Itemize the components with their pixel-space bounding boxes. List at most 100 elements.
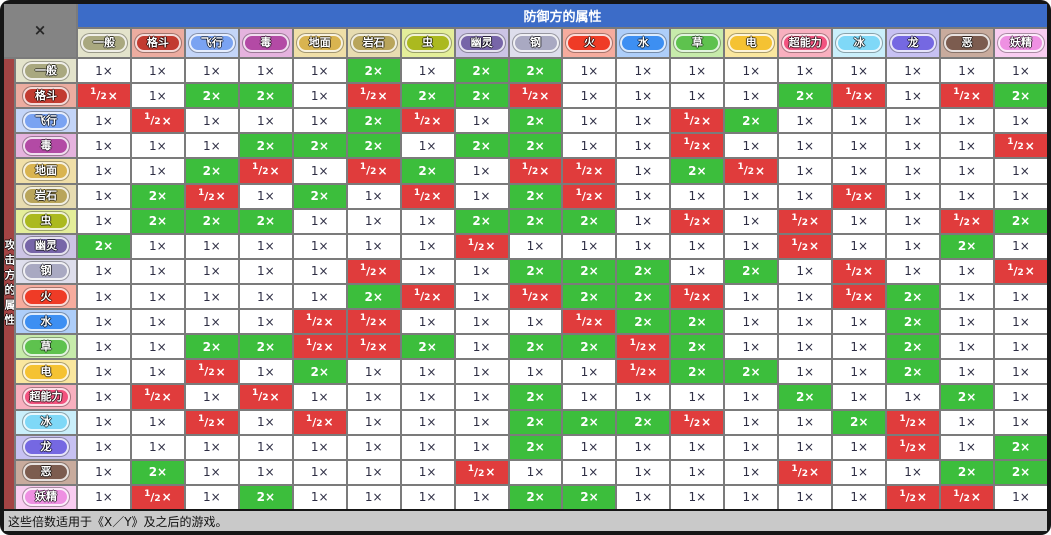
row-header-ground[interactable]: 地面 bbox=[16, 159, 76, 183]
cell-fire-vs-steel: 1/2 × bbox=[509, 284, 562, 309]
cell-ice-vs-fire: 2× bbox=[563, 410, 616, 434]
cell-ground-vs-flying: 2× bbox=[185, 159, 238, 183]
cell-rock-vs-electric: 1× bbox=[725, 184, 778, 208]
cell-poison-vs-flying: 1× bbox=[185, 134, 238, 158]
cell-normal-vs-rock: 2× bbox=[347, 59, 400, 83]
row-header-water[interactable]: 水 bbox=[16, 310, 76, 334]
cell-flying-vs-rock: 2× bbox=[347, 109, 400, 133]
cell-normal-vs-electric: 1× bbox=[725, 59, 778, 83]
cell-rock-vs-poison: 1× bbox=[239, 184, 292, 208]
cell-water-vs-rock: 1/2 × bbox=[347, 310, 400, 334]
cell-poison-vs-ice: 1× bbox=[833, 134, 886, 158]
row-header-poison[interactable]: 毒 bbox=[16, 134, 76, 158]
cell-dragon-vs-ground: 1× bbox=[293, 435, 346, 459]
cell-poison-vs-bug: 1× bbox=[401, 134, 454, 158]
cell-ground-vs-dragon: 1× bbox=[887, 159, 940, 183]
col-header-ice[interactable]: 冰 bbox=[833, 29, 886, 57]
col-header-ground[interactable]: 地面 bbox=[293, 29, 346, 57]
cell-ground-vs-fire: 1/2 × bbox=[563, 159, 616, 183]
cell-ice-vs-ghost: 1× bbox=[455, 410, 508, 434]
cell-grass-vs-steel: 2× bbox=[509, 335, 562, 359]
cell-psychic-vs-ground: 1× bbox=[293, 385, 346, 409]
cell-fighting-vs-psychic: 2× bbox=[779, 84, 832, 108]
cell-fire-vs-dragon: 2× bbox=[887, 284, 940, 309]
cell-fighting-vs-ice: 1/2 × bbox=[833, 84, 886, 108]
close-button[interactable]: × bbox=[4, 4, 76, 57]
col-header-psychic[interactable]: 超能力 bbox=[779, 29, 832, 57]
cell-ghost-vs-fighting: 1× bbox=[131, 234, 184, 258]
row-header-normal-label: 一般 bbox=[23, 61, 69, 80]
row-header-psychic[interactable]: 超能力 bbox=[16, 385, 76, 409]
col-header-dark-label: 恶 bbox=[944, 34, 991, 52]
cell-grass-vs-fairy: 1× bbox=[995, 335, 1047, 359]
cell-normal-vs-ice: 1× bbox=[833, 59, 886, 83]
row-header-fire[interactable]: 火 bbox=[16, 284, 76, 309]
cell-bug-vs-ghost: 2× bbox=[455, 209, 508, 233]
col-header-poison[interactable]: 毒 bbox=[239, 29, 292, 57]
row-header-rock[interactable]: 岩石 bbox=[16, 184, 76, 208]
cell-electric-vs-ground: 2× bbox=[293, 360, 346, 384]
cell-fairy-vs-fire: 2× bbox=[563, 485, 616, 509]
cell-ice-vs-psychic: 1× bbox=[779, 410, 832, 434]
cell-steel-vs-psychic: 1× bbox=[779, 259, 832, 283]
row-header-dark[interactable]: 恶 bbox=[16, 460, 76, 484]
cell-poison-vs-rock: 2× bbox=[347, 134, 400, 158]
cell-electric-vs-dark: 1× bbox=[941, 360, 994, 384]
row-header-steel-label: 钢 bbox=[23, 262, 69, 281]
col-header-water[interactable]: 水 bbox=[617, 29, 670, 57]
cell-fighting-vs-water: 1× bbox=[617, 84, 670, 108]
cell-steel-vs-fire: 2× bbox=[563, 259, 616, 283]
row-header-electric[interactable]: 电 bbox=[16, 360, 76, 384]
row-header-bug[interactable]: 虫 bbox=[16, 209, 76, 233]
cell-fighting-vs-grass: 1× bbox=[671, 84, 724, 108]
row-header-ghost[interactable]: 幽灵 bbox=[16, 234, 76, 258]
cell-fairy-vs-flying: 1× bbox=[185, 485, 238, 509]
cell-normal-vs-steel: 2× bbox=[509, 59, 562, 83]
row-header-flying-label: 飞行 bbox=[23, 111, 69, 130]
cell-electric-vs-fighting: 1× bbox=[131, 360, 184, 384]
row-header-flying[interactable]: 飞行 bbox=[16, 109, 76, 133]
row-header-fairy[interactable]: 妖精 bbox=[16, 485, 76, 509]
col-header-ghost[interactable]: 幽灵 bbox=[455, 29, 508, 57]
cell-dark-vs-fairy: 2× bbox=[995, 460, 1047, 484]
cell-dragon-vs-dark: 1× bbox=[941, 435, 994, 459]
row-header-normal[interactable]: 一般 bbox=[16, 59, 76, 83]
col-header-flying[interactable]: 飞行 bbox=[185, 29, 238, 57]
cell-water-vs-ice: 1× bbox=[833, 310, 886, 334]
col-header-dark[interactable]: 恶 bbox=[941, 29, 994, 57]
cell-psychic-vs-grass: 1× bbox=[671, 385, 724, 409]
row-header-fighting[interactable]: 格斗 bbox=[16, 84, 76, 108]
col-header-fighting[interactable]: 格斗 bbox=[131, 29, 184, 57]
col-header-rock[interactable]: 岩石 bbox=[347, 29, 400, 57]
cell-bug-vs-normal: 1× bbox=[78, 209, 130, 233]
cell-steel-vs-fairy: 1/2 × bbox=[995, 259, 1047, 283]
cell-water-vs-fairy: 1× bbox=[995, 310, 1047, 334]
cell-fire-vs-poison: 1× bbox=[239, 284, 292, 309]
cell-bug-vs-electric: 1× bbox=[725, 209, 778, 233]
col-header-fire[interactable]: 火 bbox=[563, 29, 616, 57]
col-header-steel[interactable]: 钢 bbox=[509, 29, 562, 57]
col-header-bug[interactable]: 虫 bbox=[401, 29, 454, 57]
col-header-normal[interactable]: 一般 bbox=[78, 29, 130, 57]
row-header-rock-label: 岩石 bbox=[23, 187, 69, 206]
cell-bug-vs-water: 1× bbox=[617, 209, 670, 233]
row-header-steel[interactable]: 钢 bbox=[16, 259, 76, 283]
cell-electric-vs-electric: 2× bbox=[725, 360, 778, 384]
cell-dark-vs-water: 1× bbox=[617, 460, 670, 484]
cell-fairy-vs-ghost: 1× bbox=[455, 485, 508, 509]
row-header-ice[interactable]: 冰 bbox=[16, 410, 76, 434]
cell-poison-vs-fire: 1× bbox=[563, 134, 616, 158]
cell-bug-vs-bug: 1× bbox=[401, 209, 454, 233]
row-header-grass[interactable]: 草 bbox=[16, 335, 76, 359]
cell-normal-vs-grass: 1× bbox=[671, 59, 724, 83]
cell-fire-vs-dark: 1× bbox=[941, 284, 994, 309]
cell-normal-vs-fighting: 1× bbox=[131, 59, 184, 83]
row-header-dragon[interactable]: 龙 bbox=[16, 435, 76, 459]
col-header-grass[interactable]: 草 bbox=[671, 29, 724, 57]
cell-dark-vs-grass: 1× bbox=[671, 460, 724, 484]
col-header-dragon[interactable]: 龙 bbox=[887, 29, 940, 57]
cell-rock-vs-flying: 1/2 × bbox=[185, 184, 238, 208]
cell-fighting-vs-fighting: 1× bbox=[131, 84, 184, 108]
col-header-electric[interactable]: 电 bbox=[725, 29, 778, 57]
col-header-fairy[interactable]: 妖精 bbox=[995, 29, 1047, 57]
